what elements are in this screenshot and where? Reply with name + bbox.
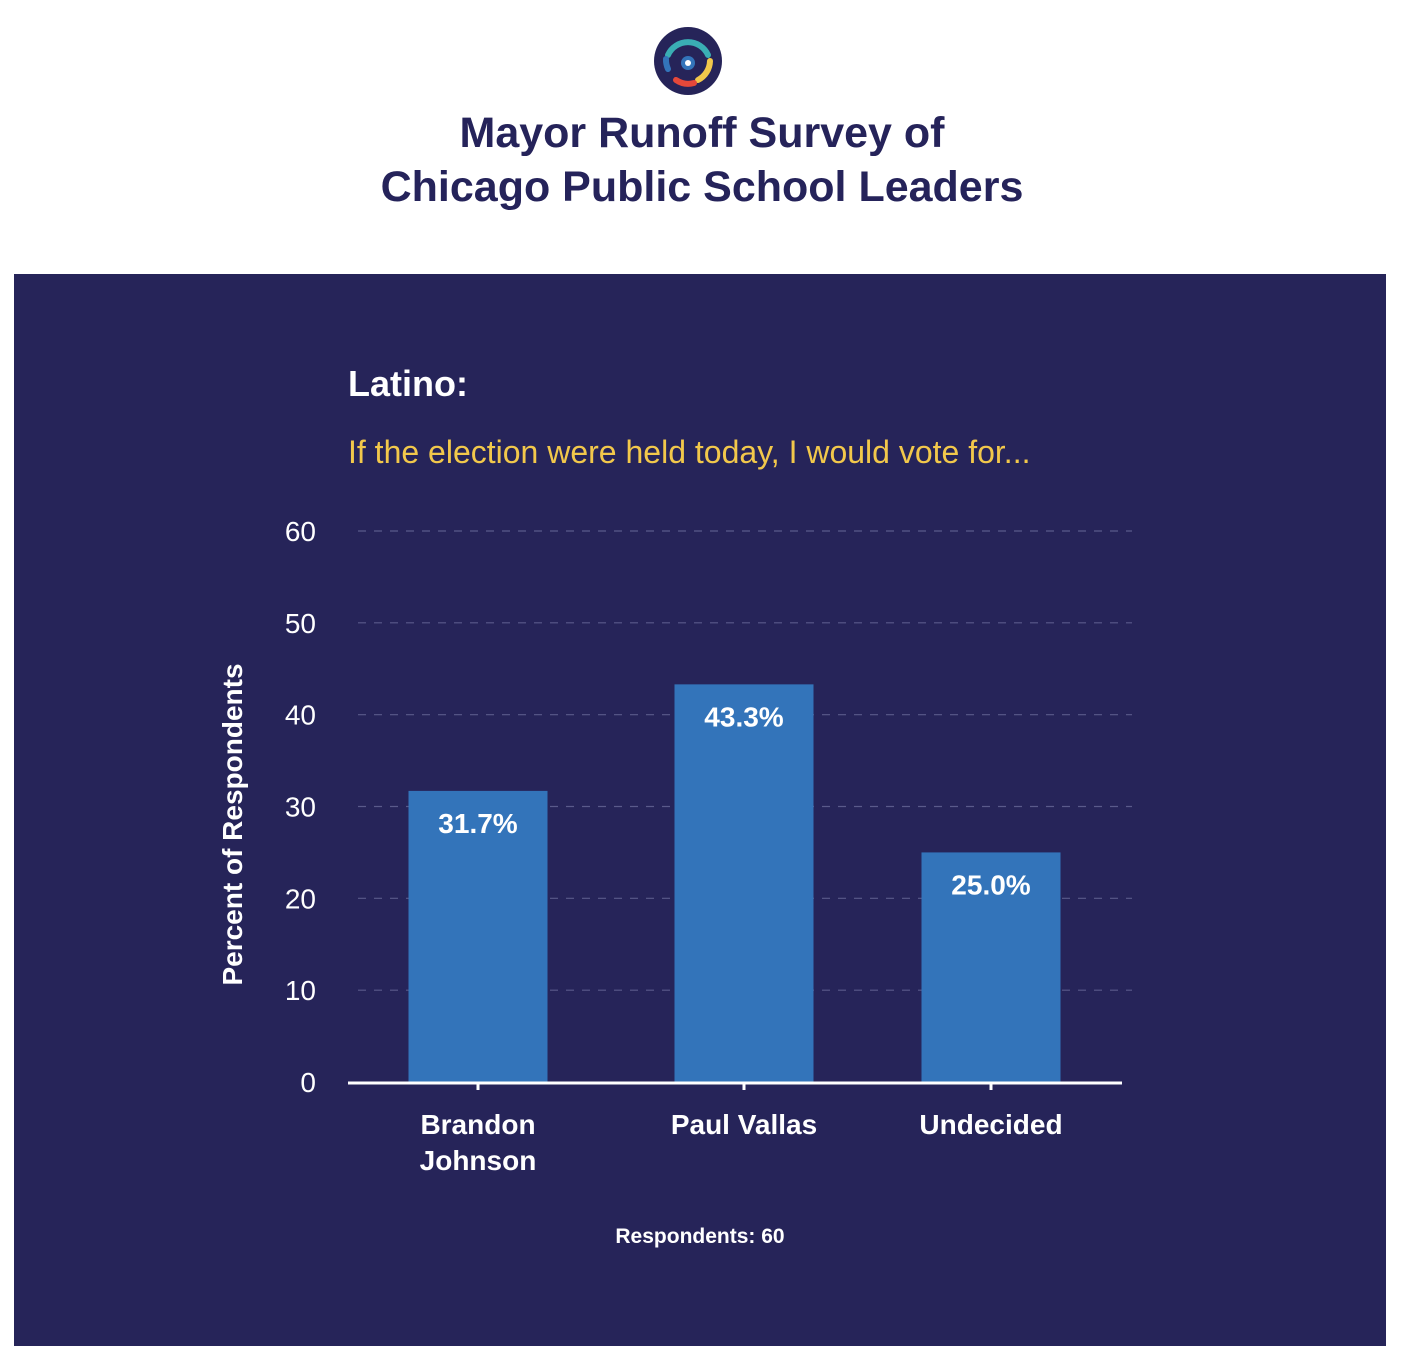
chart-panel: Latino: If the election were held today,… bbox=[14, 274, 1386, 1346]
x-category-label: Brandon Johnson bbox=[420, 1109, 537, 1176]
x-category-label: Undecided bbox=[919, 1109, 1062, 1140]
data-label: 31.7% bbox=[438, 808, 517, 839]
bar bbox=[921, 852, 1061, 1082]
bar bbox=[674, 684, 814, 1082]
data-label: 43.3% bbox=[704, 701, 783, 732]
bar-chart: 0 10 20 30 40 50 60 Percent of Respondents 31.7%… bbox=[217, 516, 1132, 1176]
y-tick-label: 10 bbox=[285, 975, 316, 1006]
y-tick-label: 40 bbox=[285, 700, 316, 731]
logo bbox=[652, 25, 724, 97]
main-title-line1: Mayor Runoff Survey of bbox=[459, 109, 945, 157]
chart-subtitle: If the election were held today, I would… bbox=[348, 434, 1031, 470]
y-tick-label: 20 bbox=[285, 883, 316, 914]
y-tick-label: 0 bbox=[300, 1067, 316, 1098]
logo-icon bbox=[654, 27, 722, 95]
y-tick-label: 30 bbox=[285, 792, 316, 823]
chart-title: Latino: bbox=[348, 363, 468, 404]
y-tick-label: 50 bbox=[285, 608, 316, 639]
y-axis-label: Percent of Respondents bbox=[217, 663, 248, 985]
main-title-line2: Chicago Public School Leaders bbox=[380, 163, 1024, 211]
x-category-label: Paul Vallas bbox=[671, 1109, 817, 1140]
main-title: Mayor Runoff Survey of Chicago Public Sc… bbox=[0, 106, 1404, 214]
respondents-footnote: Respondents: 60 bbox=[615, 1225, 785, 1248]
data-label: 25.0% bbox=[951, 869, 1030, 900]
y-tick-label: 60 bbox=[285, 516, 316, 547]
bar bbox=[408, 790, 548, 1082]
